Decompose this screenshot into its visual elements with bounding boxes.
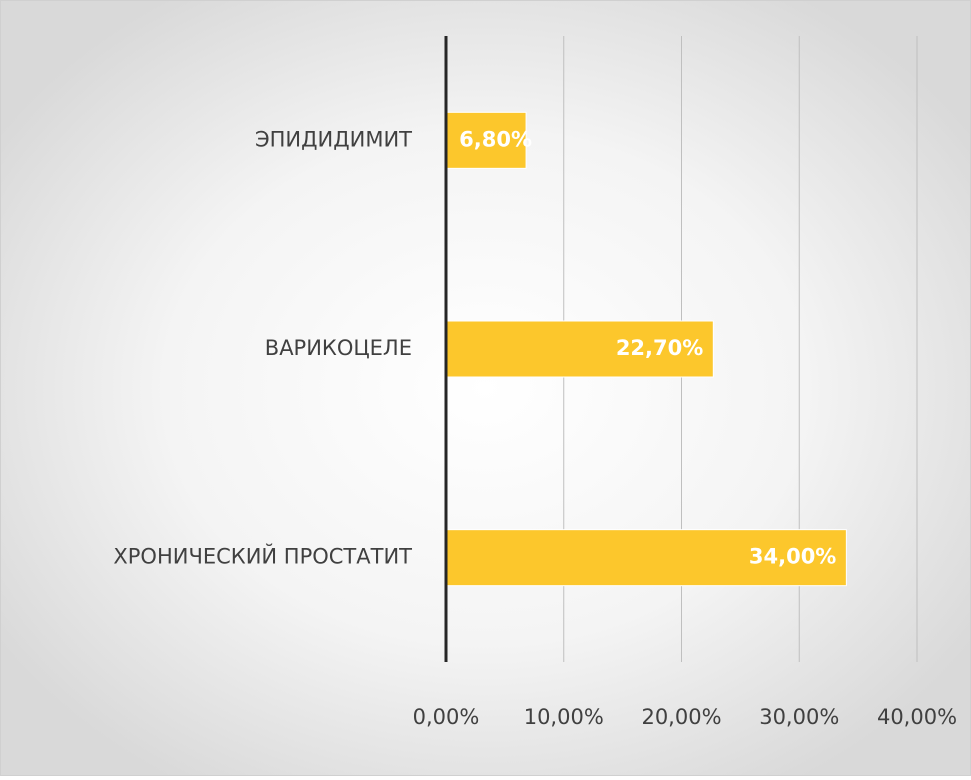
data-label: 6,80%: [459, 127, 532, 151]
bar: [445, 529, 847, 587]
bar: [445, 111, 527, 169]
data-label: 34,00%: [749, 545, 836, 569]
bar: [445, 320, 714, 378]
x-tick-label: 0,00%: [413, 705, 480, 729]
x-tick-label: 40,00%: [877, 705, 957, 729]
data-label: 22,70%: [616, 336, 703, 360]
y-tick-label: ХРОНИЧЕСКИЙ ПРОСТАТИТ: [113, 544, 412, 569]
x-tick-label: 10,00%: [524, 705, 604, 729]
y-tick-label: ЭПИДИДИМИТ: [255, 127, 412, 151]
y-tick-label: ВАРИКОЦЕЛЕ: [265, 336, 412, 360]
x-tick-label: 30,00%: [759, 705, 839, 729]
x-tick-label: 20,00%: [641, 705, 721, 729]
